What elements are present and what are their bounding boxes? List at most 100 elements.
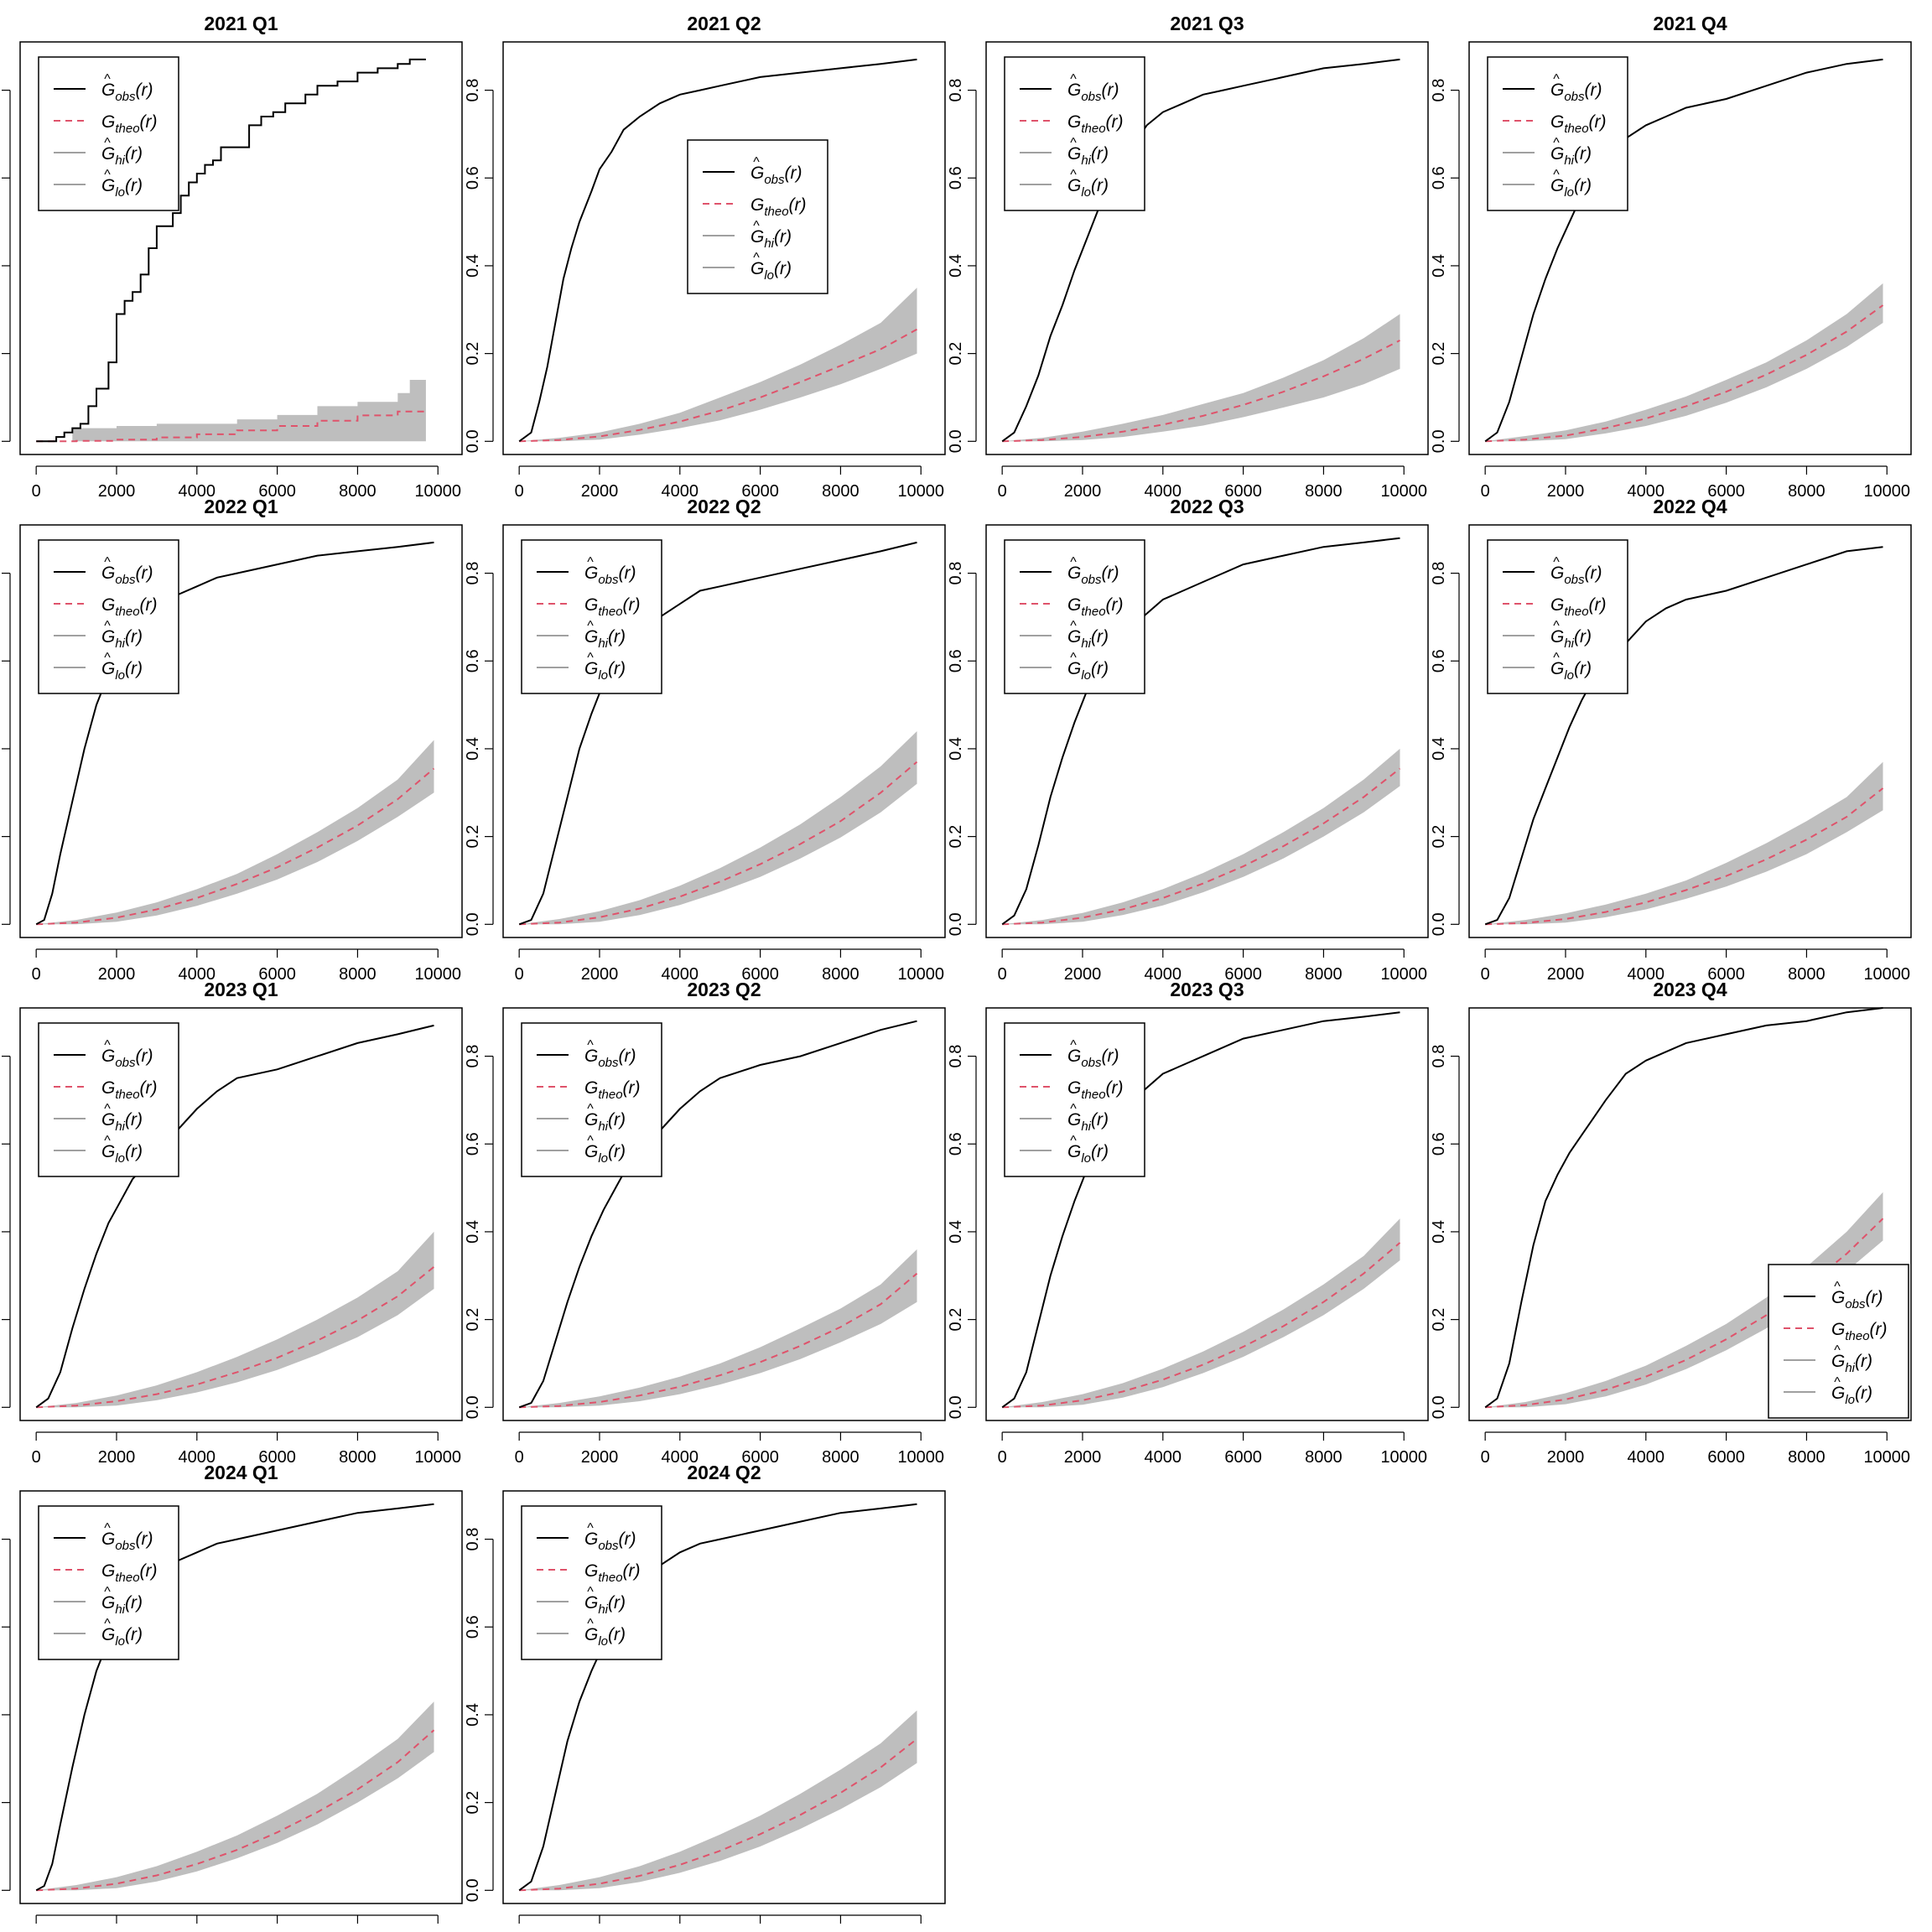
y-tick-label: 0.4 [1430,737,1448,761]
hat-accent: ^ [753,251,760,265]
legend-label-hi: Ghi(r) [1067,627,1109,651]
y-axis: 0.0 0.2 0.4 0.6 0.8 [1430,562,1460,936]
hat-accent: ^ [104,72,111,86]
legend-label-lo: Glo(r) [101,1142,143,1166]
plot-frame [1468,41,1912,455]
legend-label-theo: Gtheo(r) [101,1561,158,1585]
y-tick-label: 0.8 [1430,1045,1448,1068]
y-tick-label: 0.6 [464,1615,482,1639]
x-tick-label: 8000 [339,1448,377,1467]
x-tick-label: 8000 [339,482,377,501]
legend: Gobs(r)^Gtheo(r)Ghi(r)^Glo(r)^ [38,56,179,211]
legend-label-theo: Gtheo(r) [750,195,807,219]
plot-frame [502,41,946,455]
legend-label-lo: Glo(r) [584,1142,626,1166]
y-tick-label: 0.6 [1430,649,1448,673]
x-tick-label: 8000 [1788,1448,1826,1467]
x-tick-label: 0 [515,965,524,984]
hat-accent: ^ [1834,1343,1841,1358]
y-tick-label: 0.2 [1430,1308,1448,1332]
x-tick-label: 0 [1481,482,1490,501]
x-tick-label: 6000 [1224,1448,1262,1467]
x-tick-label: 10000 [1863,482,1910,501]
y-tick-label: 0.2 [1430,825,1448,849]
y-axis: 0.0 0.2 0.4 0.6 0.8 [464,1528,494,1902]
panel-title: 2022 Q3 [1170,496,1244,517]
legend-label-hi: Ghi(r) [584,1593,626,1617]
legend-label-obs: Gobs(r) [1550,564,1602,587]
legend-label-obs: Gobs(r) [101,564,153,587]
y-tick-label: 0.0 [464,1878,482,1902]
plot-frame [502,1007,946,1421]
y-axis [2,89,11,442]
y-tick-label: 0.8 [464,79,482,102]
hat-accent: ^ [1070,72,1077,86]
hat-accent: ^ [587,1617,594,1631]
hat-accent: ^ [104,1038,111,1052]
y-tick-label: 0.8 [464,562,482,585]
y-tick-label: 0.2 [464,825,482,849]
hat-accent: ^ [1553,72,1560,86]
panel-title: 2021 Q4 [1653,13,1727,34]
plot-frame [19,524,463,938]
legend-label-obs: Gobs(r) [1831,1288,1883,1311]
x-tick-label: 10000 [897,1448,944,1467]
y-tick-label: 0.8 [1430,562,1448,585]
x-tick-label: 2000 [98,482,136,501]
hat-accent: ^ [1834,1375,1841,1389]
envelope-band [1002,314,1400,442]
x-tick-label: 4000 [662,1448,699,1467]
legend-label-hi: Ghi(r) [101,1110,143,1134]
legend-label-theo: Gtheo(r) [584,595,641,619]
legend-label-lo: Glo(r) [101,176,143,200]
x-tick-label: 6000 [1707,482,1745,501]
envelope-band [36,1701,434,1891]
y-tick-label: 0.6 [464,166,482,190]
hat-accent: ^ [753,219,760,233]
x-tick-label: 4000 [662,482,699,501]
legend-label-hi: Ghi(r) [101,1593,143,1617]
panel-title: 2022 Q1 [204,496,278,517]
legend-label-hi: Ghi(r) [584,627,626,651]
x-tick-label: 6000 [1707,965,1745,984]
hat-accent: ^ [1553,555,1560,569]
theo-line [1485,787,1884,926]
legend-label-obs: Gobs(r) [101,1530,153,1553]
envelope-band [1485,283,1883,442]
hat-accent: ^ [104,1521,111,1535]
x-tick-label: 0 [1481,965,1490,984]
plot-frame [985,524,1429,938]
y-tick-label: 0.0 [464,912,482,936]
plot-frame [985,1007,1429,1421]
panel-2023-q1: 2023 Q10 2000 4000 6000 8000 10000Gobs(r)^Gth… [2,979,463,1467]
y-tick-label: 0.6 [947,166,965,190]
legend-label-theo: Gtheo(r) [1550,112,1607,136]
y-tick-label: 0.0 [947,912,965,936]
y-tick-label: 0.4 [1430,1220,1448,1244]
legend-label-theo: Gtheo(r) [1831,1320,1888,1343]
envelope-band [36,366,426,442]
theo-line [36,1266,435,1409]
hat-accent: ^ [587,1102,594,1116]
hat-accent: ^ [587,1521,594,1535]
x-tick-label: 4000 [662,965,699,984]
plot-frame [502,1490,946,1904]
x-tick-label: 4000 [1628,1448,1665,1467]
hat-accent: ^ [1070,619,1077,633]
y-tick-label: 0.2 [947,342,965,366]
y-tick-label: 0.6 [947,1132,965,1156]
panel-title: 2023 Q1 [204,979,278,1000]
legend-label-hi: Ghi(r) [101,144,143,168]
legend: Gobs(r)^Gtheo(r)Ghi(r)^Glo(r)^ [1487,56,1628,211]
x-tick-label: 10000 [897,482,944,501]
x-tick-label: 2000 [98,1448,136,1467]
panel-title: 2023 Q2 [687,979,761,1000]
legend-label-theo: Gtheo(r) [101,112,158,136]
y-tick-label: 0.0 [464,1395,482,1419]
panel-title: 2024 Q2 [687,1462,761,1483]
